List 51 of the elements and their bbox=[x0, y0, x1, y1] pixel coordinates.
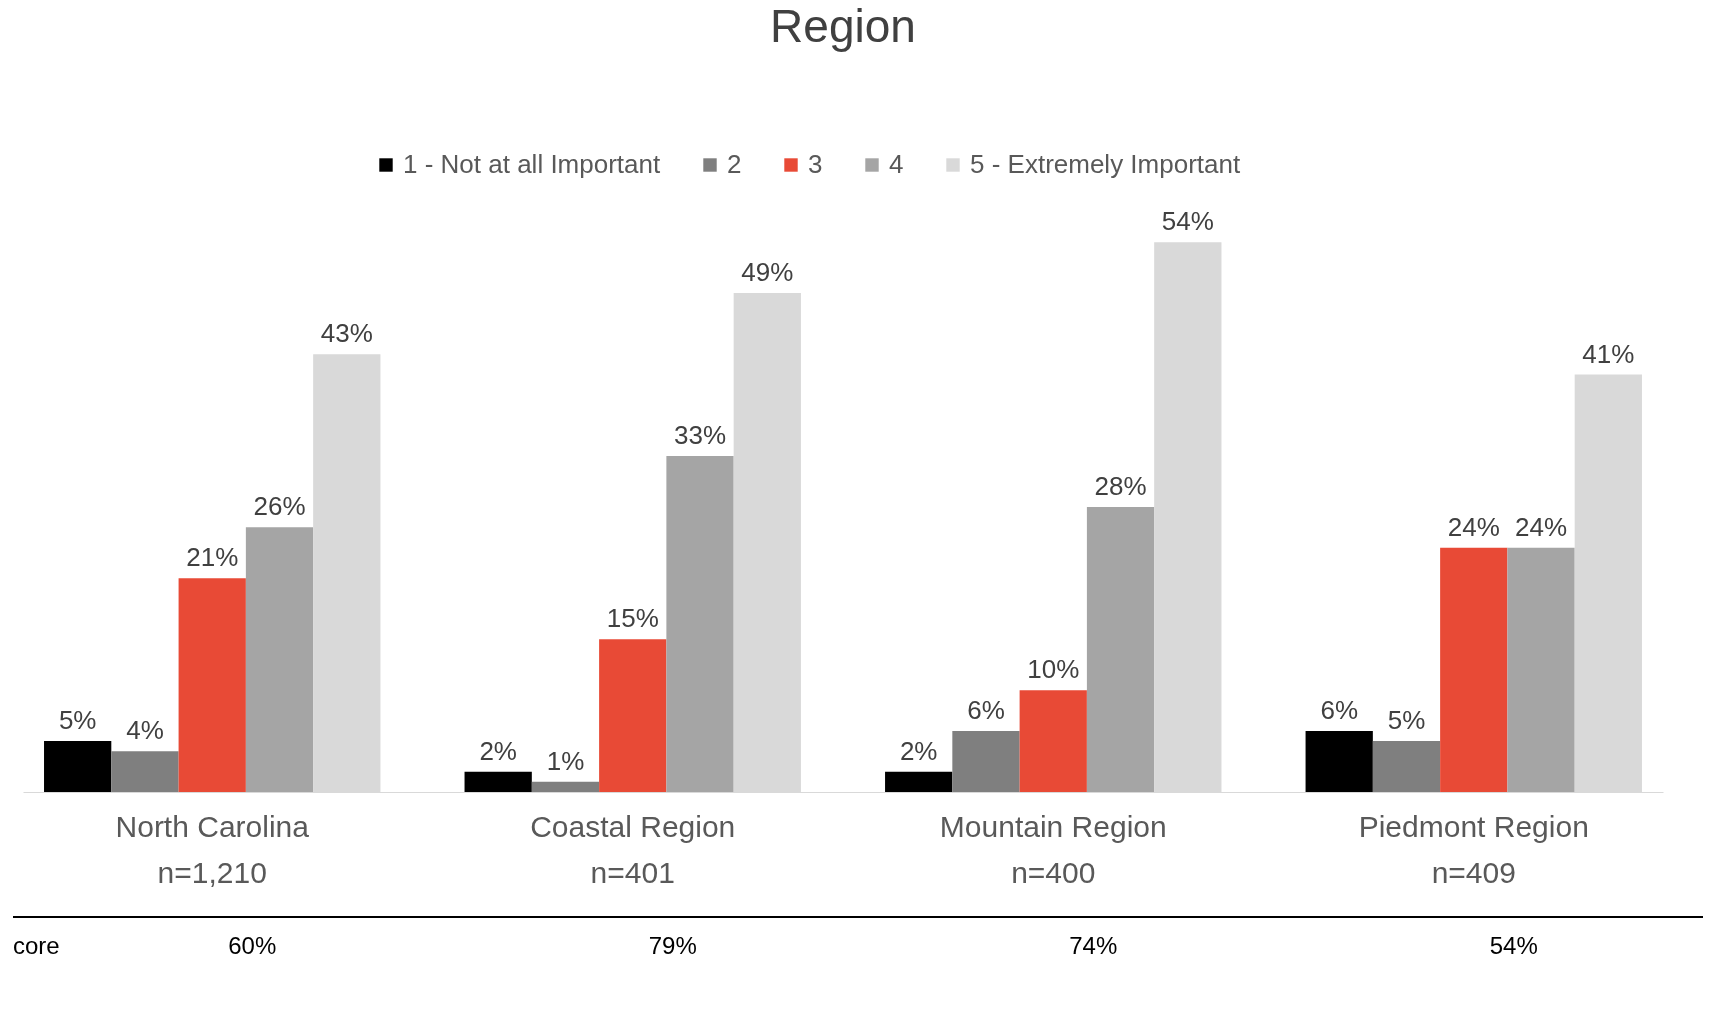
bar bbox=[666, 456, 734, 792]
bar bbox=[111, 751, 179, 792]
legend-label: 1 - Not at all Important bbox=[403, 149, 661, 179]
data-label: 43% bbox=[320, 318, 373, 349]
bar bbox=[1440, 547, 1508, 792]
data-label: 41% bbox=[1582, 338, 1635, 369]
bar bbox=[1305, 730, 1373, 792]
text: core bbox=[13, 932, 60, 959]
data-label: 2% bbox=[479, 735, 517, 766]
data-label: 2% bbox=[899, 735, 938, 766]
text: 60% bbox=[228, 932, 277, 959]
data-label: 5% bbox=[58, 705, 97, 736]
bar bbox=[952, 730, 1020, 792]
data-label: 24% bbox=[1515, 511, 1568, 542]
data-label: 6% bbox=[1320, 694, 1358, 725]
bar bbox=[44, 741, 112, 792]
bar bbox=[178, 578, 246, 792]
data-label: 24% bbox=[1447, 511, 1500, 542]
bar bbox=[885, 771, 953, 792]
data-label: 28% bbox=[1094, 470, 1147, 501]
data-label: 1% bbox=[546, 745, 585, 776]
data-label: 21% bbox=[186, 542, 239, 573]
data-label: 33% bbox=[674, 420, 727, 450]
chart-title: Region bbox=[770, 0, 916, 52]
x-tick-label: Piedmont Region n=409 bbox=[1358, 809, 1589, 889]
legend-label: 3 bbox=[808, 149, 823, 179]
bar bbox=[1372, 741, 1441, 792]
x-tick-label: North Carolina n=1,210 bbox=[115, 809, 310, 889]
bar bbox=[599, 639, 667, 792]
data-label: 6% bbox=[967, 694, 1005, 725]
text: 74% bbox=[1069, 932, 1118, 959]
legend-label: 2 bbox=[727, 149, 742, 179]
x-tick-label: Mountain Region n=400 bbox=[939, 809, 1167, 889]
legend-label: 5 - Extremely Important bbox=[970, 149, 1241, 179]
bar bbox=[464, 771, 532, 792]
bar bbox=[1086, 506, 1155, 792]
x-tick-label: Coastal Region n=401 bbox=[530, 809, 736, 889]
bar bbox=[245, 527, 314, 792]
data-label: 54% bbox=[1161, 206, 1214, 237]
data-label: 5% bbox=[1387, 705, 1426, 736]
data-label: 10% bbox=[1027, 654, 1080, 685]
data-label: 26% bbox=[253, 491, 306, 522]
bar bbox=[1507, 547, 1575, 792]
data-label: 49% bbox=[741, 257, 794, 288]
bar bbox=[531, 781, 600, 792]
text: 54% bbox=[1489, 932, 1538, 959]
data-label: 4% bbox=[126, 715, 164, 746]
bar bbox=[1019, 690, 1087, 792]
legend-label: 4 bbox=[889, 149, 904, 179]
text: 79% bbox=[648, 932, 697, 959]
data-label: 15% bbox=[606, 603, 659, 634]
